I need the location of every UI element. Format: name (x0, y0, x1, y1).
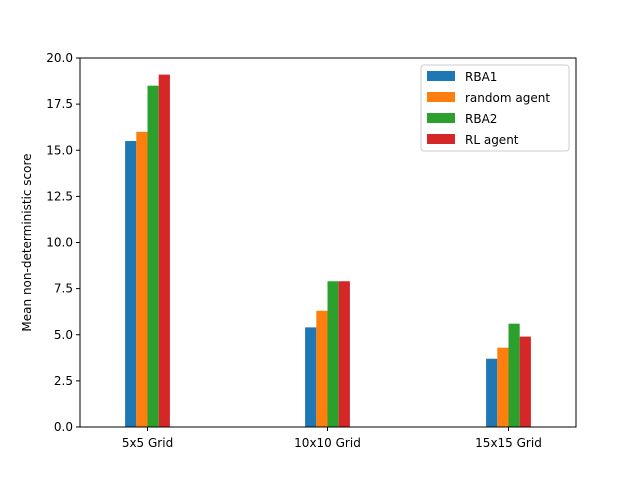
legend-label: RL agent (465, 133, 519, 147)
y-tick-label: 5.0 (54, 328, 73, 342)
bars-layer (125, 74, 531, 428)
legend-label: random agent (465, 91, 550, 105)
y-tick-label: 7.5 (54, 282, 73, 296)
legend-swatch (427, 134, 455, 144)
legend-label: RBA2 (465, 112, 497, 126)
y-axis: 0.0 2.5 5.0 7.5 10.0 12.5 15.0 17.5 20.0 (46, 51, 80, 434)
bar-rba1-0 (125, 141, 137, 427)
y-tick-label: 12.5 (46, 189, 73, 203)
bar-random-agent-2 (497, 347, 509, 427)
y-tick-label: 20.0 (46, 51, 73, 65)
legend-box (420, 64, 570, 152)
bar-random-agent-0 (136, 131, 148, 428)
x-axis: 5x5 Grid 10x10 Grid 15x15 Grid (122, 427, 542, 450)
y-tick-label: 10.0 (46, 236, 73, 250)
bar-random-agent-1 (316, 310, 328, 427)
legend-swatch (427, 92, 455, 102)
x-tick-label: 5x5 Grid (122, 436, 173, 450)
y-tick-label: 2.5 (54, 374, 73, 388)
bar-rba1-2 (486, 358, 498, 427)
bar-rl-agent-0 (158, 74, 170, 427)
legend-swatch (427, 71, 455, 81)
bar-rba2-1 (327, 281, 339, 427)
y-tick-label: 15.0 (46, 143, 73, 157)
bar-rba2-2 (508, 323, 520, 427)
y-axis-title: Mean non-deterministic score (20, 153, 34, 331)
legend: RBA1 random agent RBA2 RL agent (420, 64, 570, 152)
bar-rl-agent-1 (338, 281, 350, 427)
legend-swatch (427, 113, 455, 123)
x-tick-label: 10x10 Grid (294, 436, 361, 450)
bar-rba2-0 (147, 85, 159, 428)
bar-rl-agent-2 (519, 336, 531, 427)
y-tick-label: 0.0 (54, 420, 73, 434)
legend-label: RBA1 (465, 70, 497, 84)
bar-rba1-1 (305, 327, 317, 427)
y-tick-label: 17.5 (46, 97, 73, 111)
x-tick-label: 15x15 Grid (475, 436, 542, 450)
